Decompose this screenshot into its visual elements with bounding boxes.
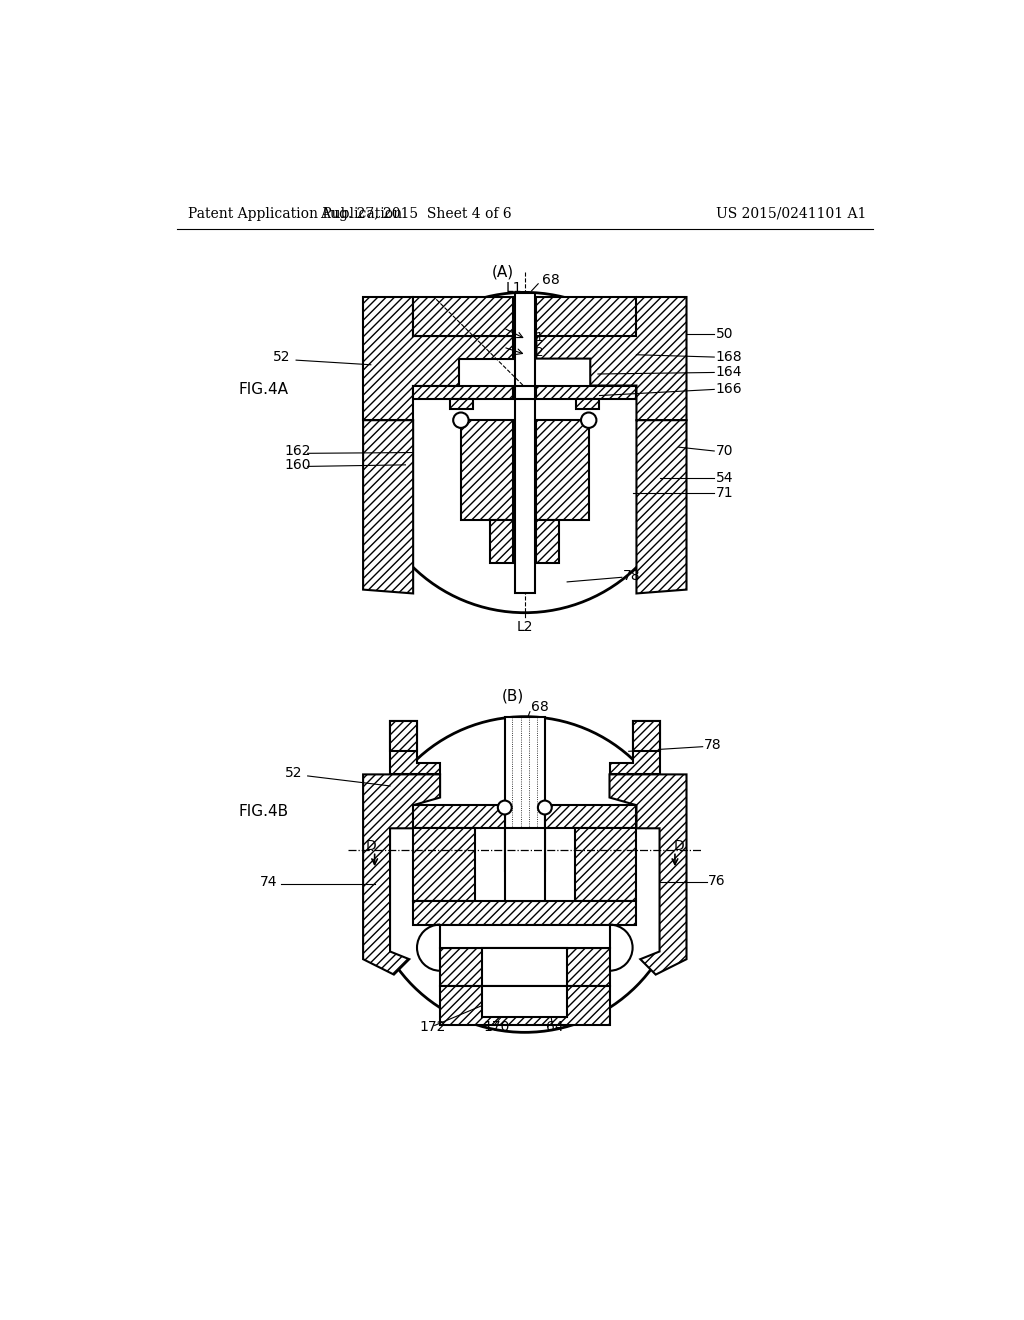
Bar [574,829,637,902]
Circle shape [538,800,552,814]
Text: 64: 64 [547,1020,564,1034]
Text: (A): (A) [493,265,514,280]
Polygon shape [364,775,440,974]
Text: 78: 78 [705,738,722,752]
Text: FIG.4A: FIG.4A [239,381,289,397]
Text: 168: 168 [716,350,742,364]
Text: 70: 70 [716,444,733,458]
Bar [490,520,513,562]
Text: 76: 76 [708,874,726,887]
Bar [482,948,567,986]
Text: US 2015/0241101 A1: US 2015/0241101 A1 [716,207,866,220]
Bar [505,718,545,871]
Bar [505,829,545,902]
Bar [440,924,609,948]
Bar [537,385,637,400]
Polygon shape [637,420,686,594]
Polygon shape [413,297,513,335]
Bar [515,293,535,594]
Polygon shape [461,420,513,520]
Circle shape [454,412,469,428]
Bar [545,805,637,829]
Bar [413,805,505,829]
Text: FIG.4B: FIG.4B [239,804,289,818]
Text: 52: 52 [273,350,291,364]
Circle shape [581,412,596,428]
Text: 172: 172 [419,1020,445,1034]
Text: 162: 162 [285,444,311,458]
Polygon shape [537,420,589,520]
Text: θ2: θ2 [528,346,544,359]
Text: D: D [366,840,376,853]
Bar [482,986,567,1016]
Bar [451,400,473,409]
Text: 166: 166 [716,383,742,396]
Text: (B): (B) [502,688,524,704]
Text: 68: 68 [542,273,559,286]
Bar [537,520,559,562]
Circle shape [498,800,512,814]
Bar [515,385,535,400]
Bar [413,385,513,400]
Text: 170: 170 [483,1020,510,1034]
Text: 71: 71 [716,486,733,500]
Polygon shape [364,420,413,594]
Text: 68: 68 [531,701,549,714]
Text: D: D [674,840,684,853]
Text: 74: 74 [260,875,278,890]
Text: θ1: θ1 [528,330,544,343]
Polygon shape [390,721,440,775]
Polygon shape [609,775,686,974]
Text: 52: 52 [285,766,302,780]
Bar [440,986,609,1024]
Text: 50: 50 [716,327,733,341]
Bar [413,902,637,924]
Circle shape [367,717,683,1032]
Bar [633,721,659,751]
Text: Aug. 27, 2015  Sheet 4 of 6: Aug. 27, 2015 Sheet 4 of 6 [319,207,511,220]
Text: Patent Application Publication: Patent Application Publication [188,207,402,220]
Polygon shape [537,297,686,420]
Bar [413,829,475,902]
Bar [390,721,417,751]
Polygon shape [537,297,637,335]
Text: 78: 78 [624,569,641,582]
Text: 164: 164 [716,366,742,379]
Polygon shape [364,297,513,420]
Bar [440,948,609,986]
Text: L1: L1 [506,281,522,294]
Bar [577,400,599,409]
Circle shape [365,293,685,612]
Text: 160: 160 [285,458,311,471]
Polygon shape [609,721,659,775]
Text: 54: 54 [716,471,733,484]
Text: L2: L2 [516,620,534,635]
